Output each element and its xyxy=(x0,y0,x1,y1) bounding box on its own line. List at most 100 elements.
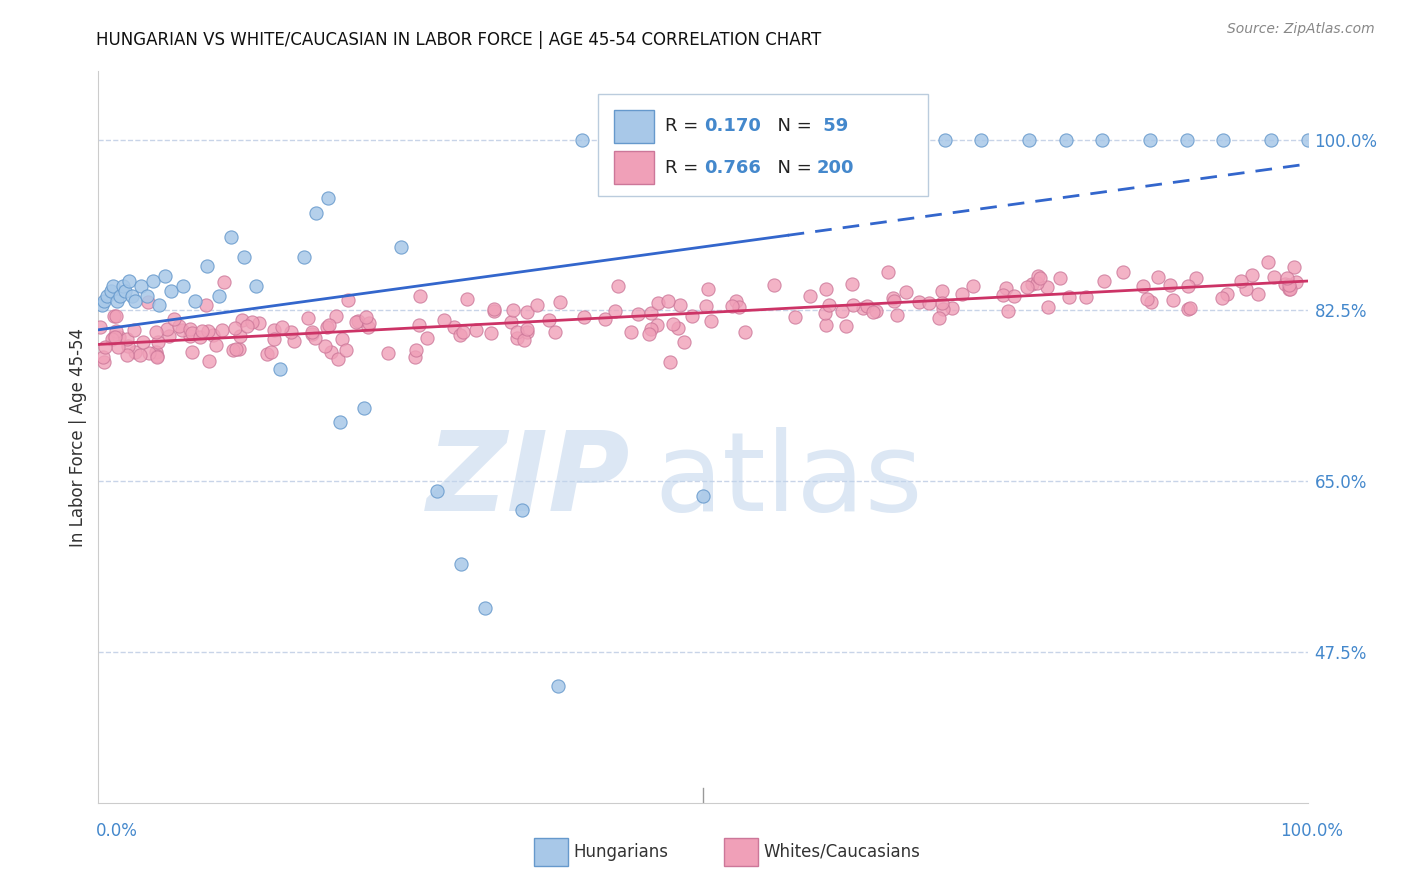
Text: 100.0%: 100.0% xyxy=(1279,822,1343,840)
Point xyxy=(93,354,115,368)
Point xyxy=(1177,279,1199,293)
Point xyxy=(297,311,319,326)
Point xyxy=(231,313,253,327)
Point xyxy=(1211,291,1233,305)
Point xyxy=(1021,277,1043,291)
Point xyxy=(180,326,202,340)
Point xyxy=(389,240,412,254)
Point xyxy=(1278,282,1301,296)
Point xyxy=(697,282,720,296)
Point xyxy=(970,133,993,147)
Point xyxy=(148,298,170,312)
Text: Whites/Caucasians: Whites/Caucasians xyxy=(763,843,921,861)
Point xyxy=(547,679,569,693)
Point xyxy=(1136,293,1159,307)
Point xyxy=(607,279,630,293)
Text: Hungarians: Hungarians xyxy=(574,843,669,861)
Point xyxy=(1260,133,1282,147)
Point xyxy=(426,483,449,498)
Point xyxy=(513,333,536,347)
Point xyxy=(181,344,204,359)
Point xyxy=(640,305,662,319)
Point xyxy=(783,310,806,324)
Point xyxy=(673,335,696,350)
Point xyxy=(776,133,799,147)
Point xyxy=(1159,277,1181,292)
Point xyxy=(93,340,115,354)
Point xyxy=(325,309,347,323)
Point xyxy=(263,323,285,337)
Point xyxy=(344,315,367,329)
Point xyxy=(256,347,278,361)
Point xyxy=(179,329,201,343)
Point xyxy=(160,284,183,298)
Point xyxy=(799,289,821,303)
Point xyxy=(852,301,875,315)
Point xyxy=(408,318,430,332)
Text: 200: 200 xyxy=(817,159,855,177)
Point xyxy=(640,322,662,336)
Point xyxy=(405,343,427,357)
Point xyxy=(225,342,247,356)
Point xyxy=(1161,293,1184,308)
Point xyxy=(484,304,506,318)
Point xyxy=(201,328,224,343)
Point xyxy=(1234,282,1257,296)
Point xyxy=(101,332,124,346)
Text: 0.0%: 0.0% xyxy=(96,822,138,840)
Point xyxy=(918,295,941,310)
Point xyxy=(815,318,838,332)
Text: N =: N = xyxy=(766,118,818,136)
Point xyxy=(115,332,138,346)
Point xyxy=(607,133,630,147)
Point xyxy=(89,320,111,334)
Text: R =: R = xyxy=(665,118,704,136)
Point xyxy=(572,310,595,325)
Point xyxy=(179,322,201,336)
Point xyxy=(204,338,226,352)
Point xyxy=(1076,290,1098,304)
Point xyxy=(117,339,139,353)
Point xyxy=(1212,133,1234,147)
Point xyxy=(157,329,180,343)
Point xyxy=(734,325,756,339)
Point xyxy=(655,133,678,147)
Point xyxy=(537,313,560,327)
Y-axis label: In Labor Force | Age 45-54: In Labor Force | Age 45-54 xyxy=(69,327,87,547)
Point xyxy=(896,285,918,299)
Point xyxy=(666,321,689,335)
Text: 0.766: 0.766 xyxy=(704,159,761,177)
Point xyxy=(865,304,887,318)
Point xyxy=(831,304,853,318)
Point xyxy=(138,346,160,360)
Point xyxy=(1275,270,1298,285)
Point xyxy=(849,133,872,147)
Point xyxy=(1263,269,1285,284)
Point xyxy=(834,319,856,334)
Point xyxy=(1049,271,1071,285)
Point xyxy=(328,352,350,367)
Point xyxy=(856,299,879,313)
Point xyxy=(142,274,165,288)
Point xyxy=(136,295,159,310)
Point xyxy=(502,303,524,318)
Point xyxy=(283,334,305,348)
Point xyxy=(1247,287,1270,301)
Point xyxy=(815,282,838,296)
Point xyxy=(195,260,218,274)
Point xyxy=(991,288,1014,302)
Point xyxy=(501,315,523,329)
Point xyxy=(1017,280,1039,294)
Text: 59: 59 xyxy=(817,118,848,136)
Point xyxy=(897,133,920,147)
Point xyxy=(301,327,323,342)
Point xyxy=(962,279,984,293)
Point xyxy=(548,294,571,309)
Point xyxy=(1054,133,1077,147)
Point xyxy=(950,287,973,301)
Point xyxy=(877,265,900,279)
Point xyxy=(886,308,908,322)
Point xyxy=(620,325,643,339)
Point xyxy=(118,274,141,288)
Point xyxy=(544,325,567,339)
